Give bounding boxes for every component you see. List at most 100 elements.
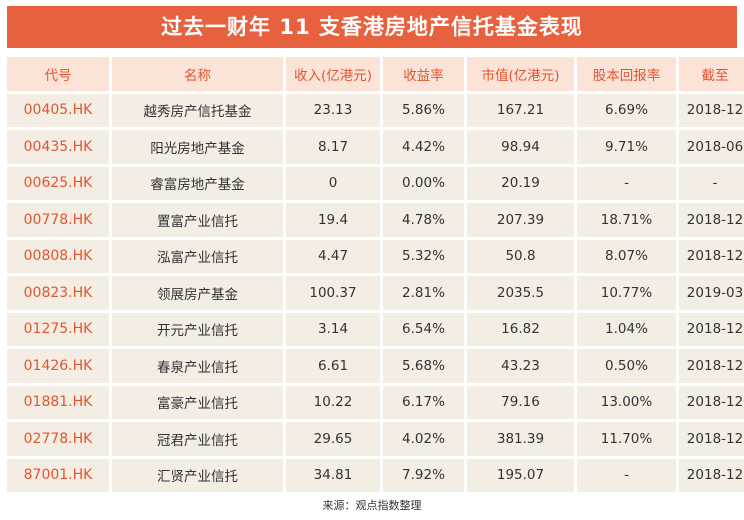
table-row: 00405.HK 越秀房产信托基金 23.13 5.86% 167.21 6.69% 201… [7, 93, 744, 127]
cell-yield: 5.68% [383, 349, 464, 383]
cell-income: 19.4 [286, 203, 380, 237]
cell-date: 2018-12 [679, 239, 744, 273]
cell-code: 01426.HK [7, 349, 109, 383]
cell-date: 2018-12 [679, 385, 744, 419]
cell-code: 00405.HK [7, 93, 109, 127]
cell-income: 8.17 [286, 130, 380, 164]
cell-income: 3.14 [286, 312, 380, 346]
cell-yield: 6.17% [383, 385, 464, 419]
cell-name: 领展房产基金 [112, 276, 283, 310]
table-title: 过去一财年 11 支香港房地产信托基金表现 [7, 6, 737, 48]
cell-roe: 8.07% [577, 239, 676, 273]
header-date: 截至 [679, 57, 744, 91]
cell-name: 泓富产业信托 [112, 239, 283, 273]
cell-mcap: 16.82 [467, 312, 574, 346]
cell-mcap: 43.23 [467, 349, 574, 383]
cell-yield: 4.42% [383, 130, 464, 164]
header-yield: 收益率 [383, 57, 464, 91]
cell-income: 0 [286, 166, 380, 200]
header-income: 收入(亿港元) [286, 57, 380, 91]
cell-mcap: 20.19 [467, 166, 574, 200]
cell-date: 2018-12 [679, 458, 744, 492]
cell-code: 02778.HK [7, 422, 109, 456]
cell-mcap: 2035.5 [467, 276, 574, 310]
cell-date: 2018-12 [679, 349, 744, 383]
table-row: 01275.HK 开元产业信托 3.14 6.54% 16.82 1.04% 2018-12 [7, 312, 744, 346]
header-code: 代号 [7, 57, 109, 91]
source-note: 来源：观点指数整理 [322, 499, 422, 512]
cell-code: 00625.HK [7, 166, 109, 200]
cell-name: 春泉产业信托 [112, 349, 283, 383]
cell-yield: 2.81% [383, 276, 464, 310]
reit-table-card: 过去一财年 11 支香港房地产信托基金表现 代号 名称 收入(亿港元) 收益率 … [7, 6, 744, 495]
table-row: 00625.HK 睿富房地产基金 0 0.00% 20.19- - [7, 166, 744, 200]
cell-code: 01881.HK [7, 385, 109, 419]
cell-roe: 9.71% [577, 130, 676, 164]
header-row: 代号 名称 收入(亿港元) 收益率 市值(亿港元) 股本回报率 截至 [7, 57, 744, 91]
cell-date: 2018-12 [679, 422, 744, 456]
cell-code: 87001.HK [7, 458, 109, 492]
cell-name: 汇贤产业信托 [112, 458, 283, 492]
cell-date: 2018-06 [679, 130, 744, 164]
cell-income: 29.65 [286, 422, 380, 456]
header-name: 名称 [112, 57, 283, 91]
cell-income: 34.81 [286, 458, 380, 492]
cell-code: 00808.HK [7, 239, 109, 273]
cell-name: 冠君产业信托 [112, 422, 283, 456]
cell-mcap: 207.39 [467, 203, 574, 237]
cell-mcap: 167.21 [467, 93, 574, 127]
cell-yield: 0.00% [383, 166, 464, 200]
cell-income: 6.61 [286, 349, 380, 383]
cell-date: 2019-03 [679, 276, 744, 310]
header-roe: 股本回报率 [577, 57, 676, 91]
cell-code: 00778.HK [7, 203, 109, 237]
cell-date: 2018-12 [679, 93, 744, 127]
cell-roe: 13.00% [577, 385, 676, 419]
cell-income: 100.37 [286, 276, 380, 310]
cell-code: 01275.HK [7, 312, 109, 346]
cell-roe: 6.69% [577, 93, 676, 127]
table-row: 00808.HK 泓富产业信托 4.47 5.32% 50.8 8.07% 2018-12 [7, 239, 744, 273]
cell-mcap: 98.94 [467, 130, 574, 164]
cell-roe: 0.50% [577, 349, 676, 383]
cell-roe: - [577, 458, 676, 492]
cell-name: 越秀房产信托基金 [112, 93, 283, 127]
cell-code: 00435.HK [7, 130, 109, 164]
cell-income: 10.22 [286, 385, 380, 419]
table-row: 01881.HK 富豪产业信托 10.22 6.17% 79.16 13.00% 2018-… [7, 385, 744, 419]
table-row: 01426.HK 春泉产业信托 6.61 5.68% 43.23 0.50% 2018-12 [7, 349, 744, 383]
cell-yield: 5.86% [383, 93, 464, 127]
cell-code: 00823.HK [7, 276, 109, 310]
cell-mcap: 50.8 [467, 239, 574, 273]
cell-income: 4.47 [286, 239, 380, 273]
cell-name: 开元产业信托 [112, 312, 283, 346]
table-row: 00435.HK 阳光房地产基金 8.17 4.42% 98.94 9.71% 2018-0… [7, 130, 744, 164]
cell-income: 23.13 [286, 93, 380, 127]
cell-mcap: 381.39 [467, 422, 574, 456]
cell-name: 富豪产业信托 [112, 385, 283, 419]
cell-roe: 18.71% [577, 203, 676, 237]
cell-date: 2018-12 [679, 203, 744, 237]
cell-name: 阳光房地产基金 [112, 130, 283, 164]
cell-date: - [679, 166, 744, 200]
cell-mcap: 195.07 [467, 458, 574, 492]
cell-roe: 10.77% [577, 276, 676, 310]
header-mcap: 市值(亿港元) [467, 57, 574, 91]
cell-date: 2018-12 [679, 312, 744, 346]
reit-table: 代号 名称 收入(亿港元) 收益率 市值(亿港元) 股本回报率 截至 00405… [4, 54, 744, 495]
cell-yield: 7.92% [383, 458, 464, 492]
table-row: 00778.HK 置富产业信托 19.4 4.78% 207.39 18.71% 2018-… [7, 203, 744, 237]
cell-roe: - [577, 166, 676, 200]
cell-yield: 5.32% [383, 239, 464, 273]
table-row: 02778.HK 冠君产业信托 29.65 4.02% 381.39 11.70% 2018… [7, 422, 744, 456]
cell-roe: 1.04% [577, 312, 676, 346]
cell-yield: 4.02% [383, 422, 464, 456]
cell-mcap: 79.16 [467, 385, 574, 419]
cell-yield: 6.54% [383, 312, 464, 346]
table-row: 00823.HK 领展房产基金 100.37 2.81% 2035.5 10.77% 201… [7, 276, 744, 310]
cell-name: 置富产业信托 [112, 203, 283, 237]
table-row: 87001.HK 汇贤产业信托 34.81 7.92% 195.07-2018-12 [7, 458, 744, 492]
cell-name: 睿富房地产基金 [112, 166, 283, 200]
cell-yield: 4.78% [383, 203, 464, 237]
cell-roe: 11.70% [577, 422, 676, 456]
